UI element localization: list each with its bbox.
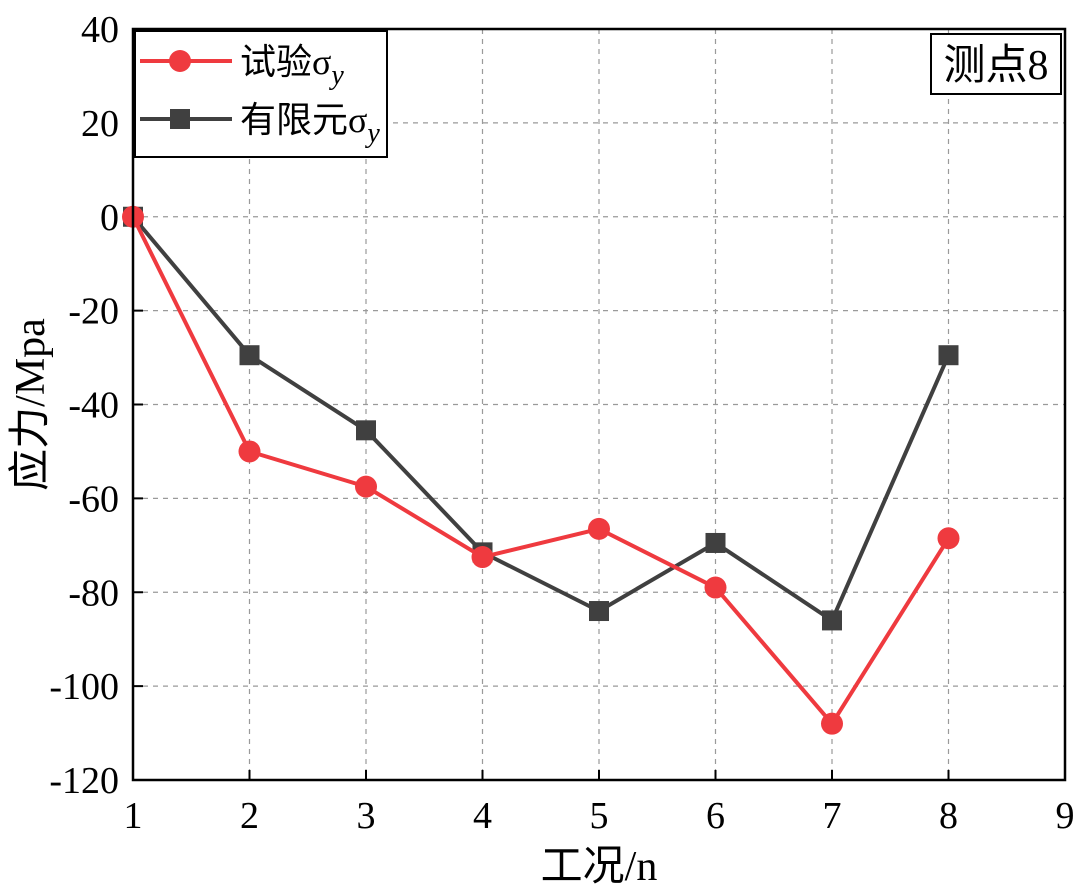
data-point [355, 475, 377, 498]
y-tick-label: 40 [81, 9, 119, 51]
legend-item: 有限元σy [140, 100, 380, 149]
y-axis-title: 应力/Mpa [7, 318, 54, 491]
legend-marker [170, 109, 190, 129]
data-point [821, 712, 843, 735]
x-tick-label: 1 [124, 795, 143, 837]
x-axis-title: 工况/n [541, 844, 658, 890]
x-tick-label: 7 [823, 795, 842, 837]
data-point [938, 345, 959, 366]
plot-frame [131, 27, 1067, 782]
series-line [131, 215, 951, 726]
x-tick-label: 3 [357, 795, 376, 837]
series-line [131, 215, 951, 623]
x-tick-label: 5 [590, 795, 609, 837]
legend-label-sub: y [364, 118, 380, 149]
x-tick-label: 9 [1056, 795, 1075, 837]
legend-label: 有限元σy [240, 100, 380, 149]
y-tick-label: -20 [68, 291, 119, 333]
legend-item: 试验σy [140, 42, 344, 91]
x-tick-label: 2 [240, 795, 259, 837]
series-0 [122, 205, 960, 735]
y-tick-label: 0 [100, 197, 119, 239]
legend-label-main: 有限元σ [240, 100, 367, 140]
series-1 [123, 206, 959, 631]
data-point [589, 601, 609, 622]
data-point [588, 517, 610, 540]
legend-label: 试验σy [240, 42, 344, 91]
data-point [356, 420, 376, 441]
ticks: 1 2 3 4 5 6 7 8 9 -120 -100 -80 -60 -40 -20 0 20 40 [49, 9, 1074, 837]
y-tick-label: -120 [49, 760, 119, 802]
x-tick-label: 6 [706, 795, 725, 837]
series-layer [122, 205, 960, 735]
data-point [471, 546, 494, 569]
data-point [239, 345, 260, 366]
y-tick-label: 20 [81, 103, 119, 145]
y-tick-label: -100 [49, 666, 119, 708]
data-point [704, 576, 727, 599]
annotation-box [930, 33, 1062, 95]
data-point [705, 532, 726, 553]
x-tick-label: 4 [473, 795, 492, 837]
annotation-badge: 测点8 [930, 33, 1062, 95]
data-point [822, 610, 842, 631]
y-tick-label: -40 [68, 385, 119, 427]
data-point [937, 527, 960, 550]
legend-marker [169, 50, 191, 72]
x-tick-label: 8 [939, 795, 958, 837]
data-point [238, 440, 261, 463]
legend-label-sub: y [328, 60, 344, 91]
annotation-text: 测点8 [943, 43, 1048, 89]
y-tick-label: -60 [68, 478, 119, 520]
y-tick-label: -80 [68, 572, 119, 614]
legend-label-main: 试验σ [240, 42, 331, 82]
